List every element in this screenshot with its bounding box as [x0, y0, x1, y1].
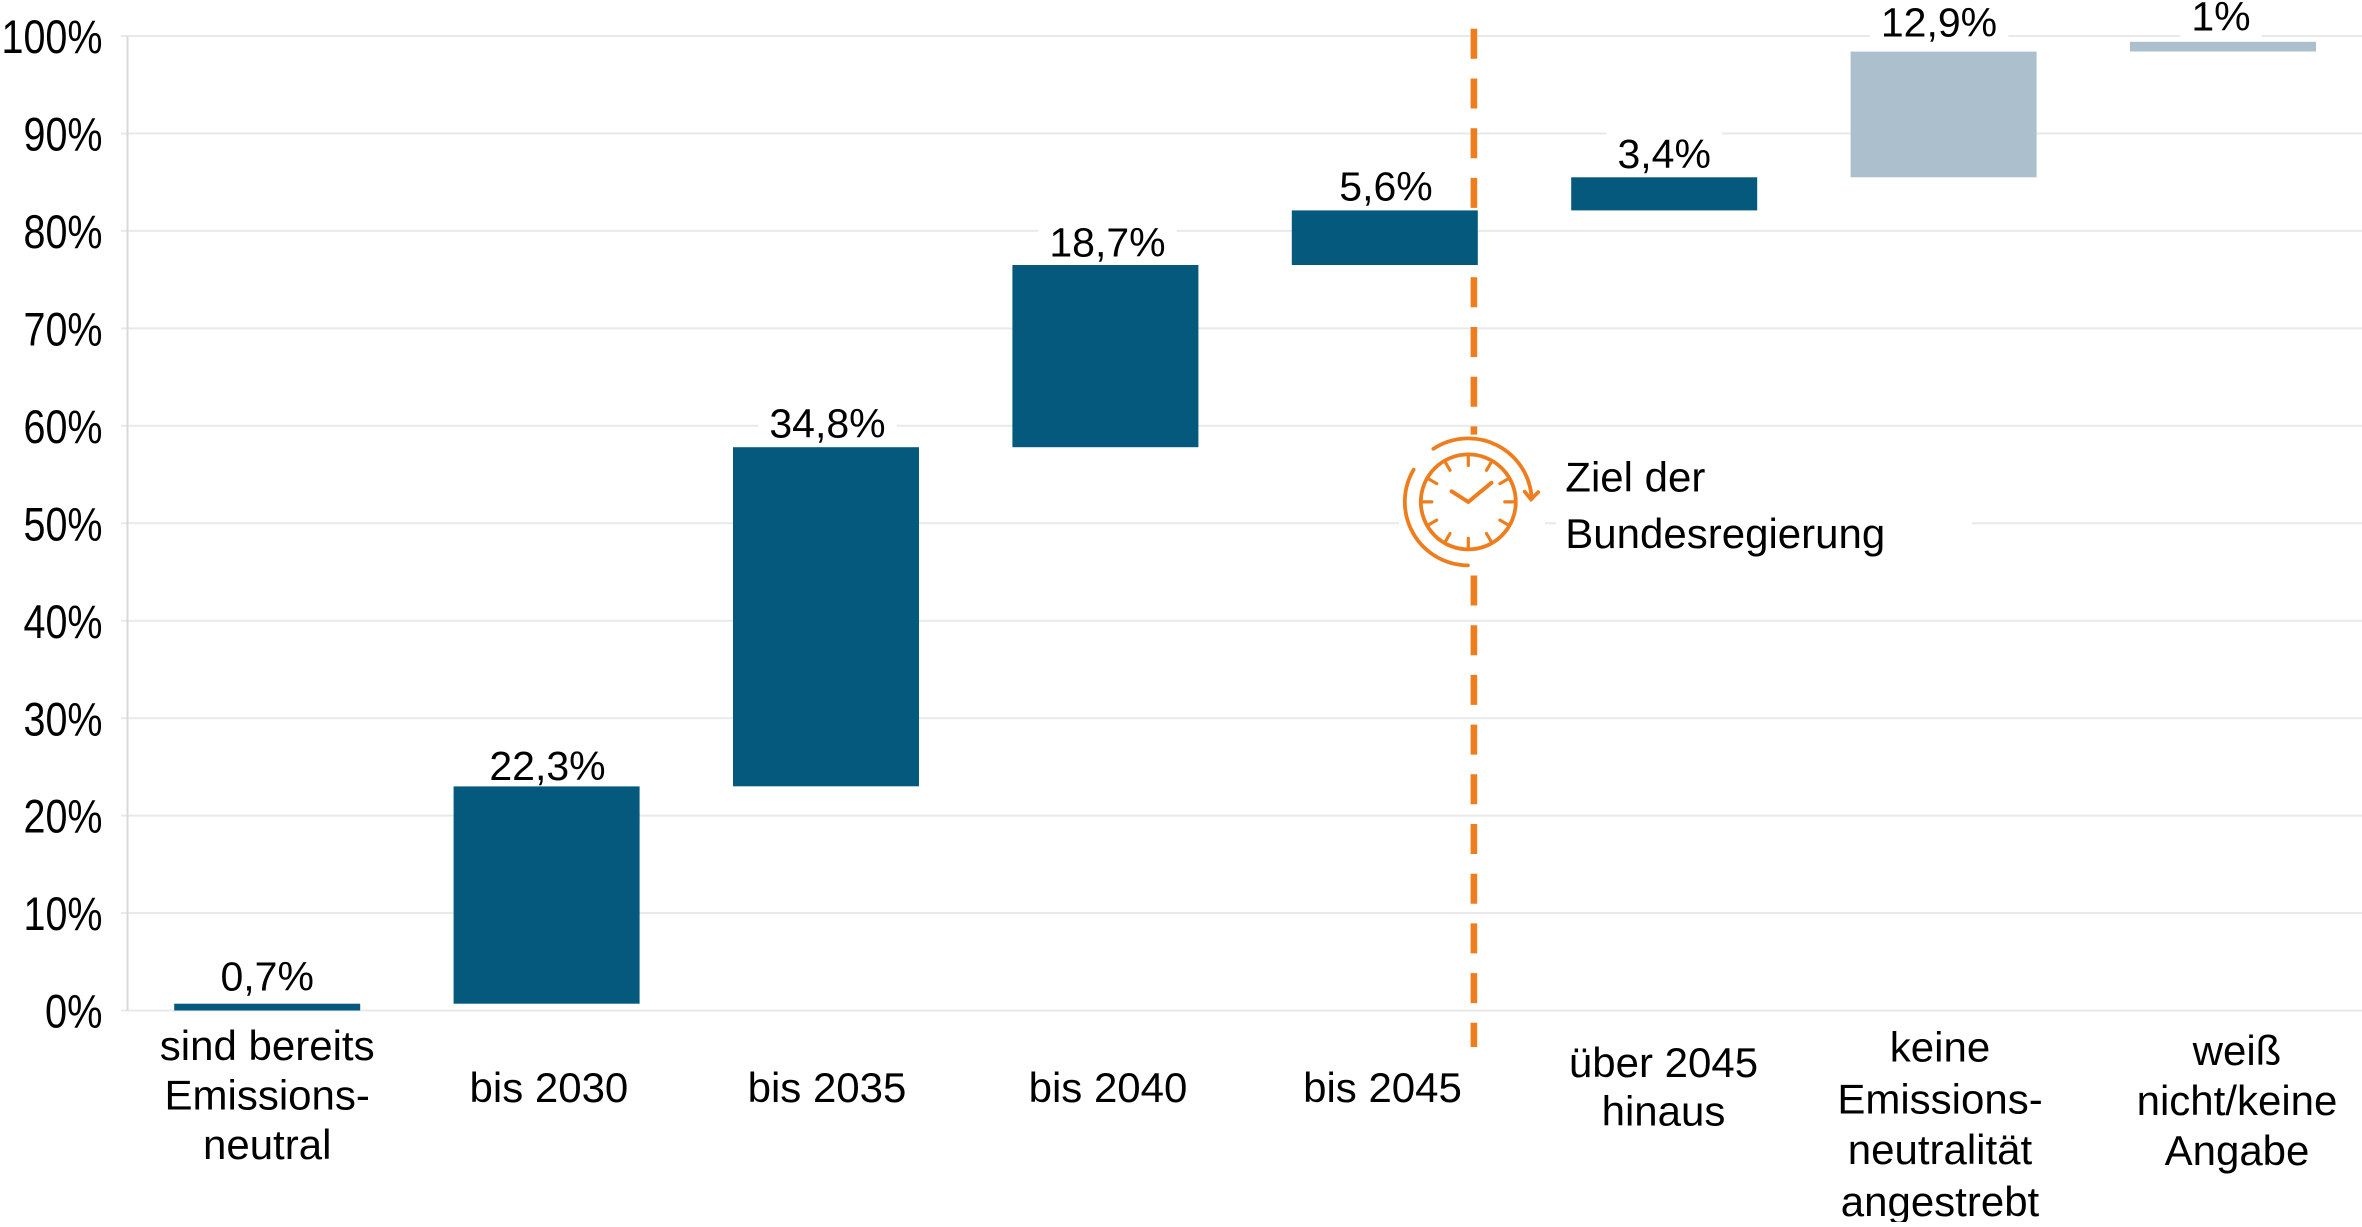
- svg-text:bis 2030: bis 2030: [470, 1064, 629, 1111]
- svg-text:nicht/keine: nicht/keine: [2137, 1077, 2338, 1124]
- svg-text:50%: 50%: [24, 497, 103, 550]
- svg-text:20%: 20%: [24, 790, 103, 843]
- svg-text:3,4%: 3,4%: [1617, 131, 1710, 177]
- svg-text:angestrebt: angestrebt: [1841, 1178, 2040, 1222]
- svg-text:über 2045: über 2045: [1569, 1039, 1758, 1086]
- svg-text:40%: 40%: [24, 595, 103, 648]
- svg-text:90%: 90%: [24, 108, 103, 161]
- svg-text:30%: 30%: [24, 692, 103, 745]
- svg-text:0%: 0%: [45, 985, 103, 1038]
- svg-text:Emissions-: Emissions-: [165, 1072, 370, 1119]
- svg-text:18,7%: 18,7%: [1049, 220, 1165, 266]
- svg-text:0,7%: 0,7%: [220, 954, 313, 1000]
- svg-text:keine: keine: [1890, 1023, 1990, 1070]
- svg-text:neutral: neutral: [203, 1121, 331, 1168]
- svg-text:neutralität: neutralität: [1848, 1126, 2033, 1173]
- svg-text:34,8%: 34,8%: [769, 400, 885, 446]
- svg-text:100%: 100%: [2, 10, 103, 63]
- svg-text:bis 2045: bis 2045: [1303, 1064, 1462, 1111]
- svg-text:hinaus: hinaus: [1602, 1088, 1726, 1135]
- svg-text:Angabe: Angabe: [2165, 1127, 2310, 1174]
- svg-text:bis 2040: bis 2040: [1029, 1064, 1188, 1111]
- svg-text:1%: 1%: [2191, 0, 2250, 39]
- svg-text:sind bereits: sind bereits: [160, 1022, 375, 1069]
- svg-text:70%: 70%: [24, 303, 103, 356]
- svg-text:10%: 10%: [24, 887, 103, 940]
- svg-text:60%: 60%: [24, 400, 103, 453]
- svg-text:weiß: weiß: [2192, 1027, 2282, 1074]
- svg-text:Bundesregierung: Bundesregierung: [1565, 510, 1885, 557]
- svg-text:Emissions-: Emissions-: [1837, 1075, 2042, 1122]
- svg-text:22,3%: 22,3%: [489, 743, 605, 789]
- svg-text:80%: 80%: [24, 205, 103, 258]
- svg-text:5,6%: 5,6%: [1339, 163, 1432, 209]
- svg-text:bis 2035: bis 2035: [748, 1064, 907, 1111]
- svg-text:Ziel der: Ziel der: [1565, 454, 1705, 501]
- svg-text:12,9%: 12,9%: [1881, 0, 1997, 45]
